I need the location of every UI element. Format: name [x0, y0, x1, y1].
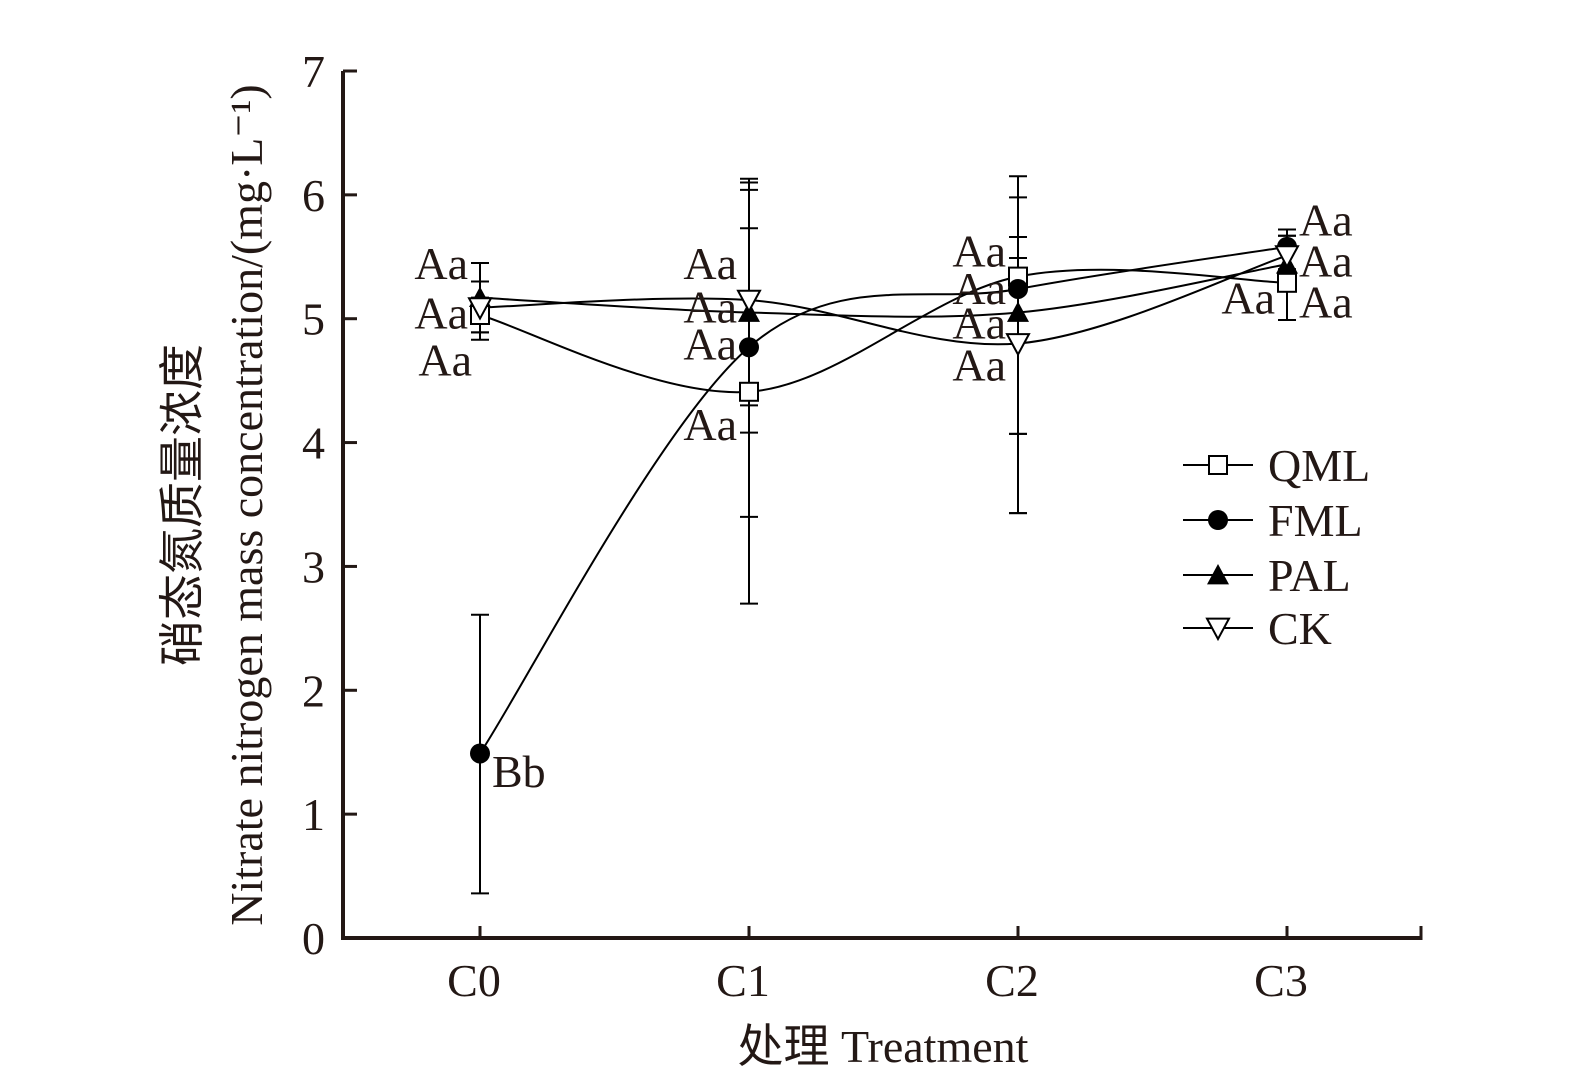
y-tick-label: 5 — [302, 294, 325, 345]
axes: 0 1 2 3 4 5 6 7 C0 C1 C2 C3 — [302, 46, 1423, 1006]
legend-label: PAL — [1268, 550, 1351, 601]
legend-label: FML — [1268, 495, 1363, 546]
data-point-fml-c1 — [739, 337, 759, 358]
legend-item-ck: CK — [1183, 603, 1332, 654]
significance-label: Aa — [683, 318, 737, 369]
data-point-qml-c1 — [739, 381, 759, 402]
significance-label: Aa — [414, 238, 468, 289]
significance-label: Aa — [952, 340, 1006, 391]
y-tick-label: 6 — [302, 170, 325, 221]
series-line-fml — [479, 245, 1288, 755]
significance-label: Aa — [683, 281, 737, 332]
significance-label: Aa — [414, 288, 468, 339]
y-tick-label: 2 — [302, 665, 325, 716]
x-tick-label: C3 — [1254, 955, 1308, 1006]
error-bars — [471, 175, 1296, 895]
series-curves — [479, 245, 1288, 755]
x-tick-label: C2 — [985, 955, 1039, 1006]
significance-label: Aa — [1299, 195, 1353, 246]
y-tick-label: 0 — [302, 913, 325, 964]
y-axis-title-cn: 硝态氮质量浓度 — [157, 344, 208, 666]
series-line-ck — [479, 254, 1288, 346]
data-point-ck-c1 — [736, 289, 762, 314]
x-tick-label: C0 — [447, 955, 501, 1006]
y-tick-label: 3 — [302, 541, 325, 592]
legend-item-pal: PAL — [1183, 550, 1351, 601]
significance-label: Aa — [1221, 273, 1275, 324]
significance-label: Aa — [952, 226, 1006, 277]
legend-marker-open-square-icon — [1208, 455, 1228, 475]
legend-label: CK — [1268, 603, 1332, 654]
significance-label: Aa — [952, 263, 1006, 314]
significance-label: Aa — [418, 335, 472, 386]
data-point-ck-c3 — [1274, 245, 1300, 269]
x-tick-label: C1 — [716, 955, 770, 1006]
data-point-qml-c3 — [1277, 272, 1297, 293]
legend-label: QML — [1268, 440, 1370, 491]
significance-label: Bb — [492, 746, 546, 797]
series-line-qml — [479, 268, 1288, 394]
legend-marker-filled-circle-icon — [1208, 510, 1228, 530]
significance-label: Aa — [1299, 236, 1353, 287]
x-axis-title: 处理 Treatment — [738, 1021, 1029, 1072]
y-tick-label: 7 — [302, 46, 325, 97]
data-point-fml-c0 — [470, 743, 490, 764]
axis-titles: 处理 Treatment Nitrate nitrogen mass conce… — [157, 84, 1029, 1072]
legend-item-qml: QML — [1183, 440, 1370, 491]
legend-item-fml: FML — [1183, 495, 1363, 546]
y-tick-label: 4 — [302, 418, 325, 469]
significance-label: Aa — [952, 297, 1006, 348]
data-point-fml-c2 — [1008, 278, 1028, 299]
data-markers — [467, 236, 1300, 764]
significance-label: Aa — [683, 399, 737, 450]
data-point-ck-c0 — [467, 297, 493, 321]
legend-marker-open-triangle-down-icon — [1205, 617, 1231, 642]
series-line-pal — [479, 263, 1288, 318]
data-point-pal-c2 — [1007, 301, 1029, 322]
y-axis-title-en: Nitrate nitrogen mass concentration/(mg·… — [221, 84, 272, 926]
significance-label: Aa — [683, 238, 737, 289]
legend-marker-filled-triangle-up-icon — [1207, 564, 1229, 585]
significance-label: Aa — [1299, 276, 1353, 327]
y-tick-label: 1 — [302, 789, 325, 840]
data-point-ck-c2 — [1005, 333, 1031, 357]
